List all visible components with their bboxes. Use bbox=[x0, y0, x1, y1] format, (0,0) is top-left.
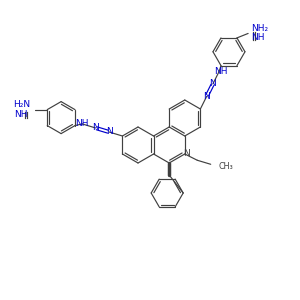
Text: N: N bbox=[183, 148, 190, 158]
Text: N: N bbox=[106, 128, 112, 136]
Text: N: N bbox=[209, 80, 216, 88]
Text: NH: NH bbox=[214, 67, 228, 76]
Text: NH: NH bbox=[251, 33, 265, 42]
Text: N: N bbox=[203, 92, 210, 101]
Text: NH₂: NH₂ bbox=[252, 24, 269, 33]
Text: CH₃: CH₃ bbox=[219, 162, 233, 171]
Text: H₂N: H₂N bbox=[13, 100, 30, 109]
Text: NH: NH bbox=[14, 110, 28, 119]
Text: NH: NH bbox=[75, 119, 89, 128]
Text: N: N bbox=[92, 124, 99, 133]
